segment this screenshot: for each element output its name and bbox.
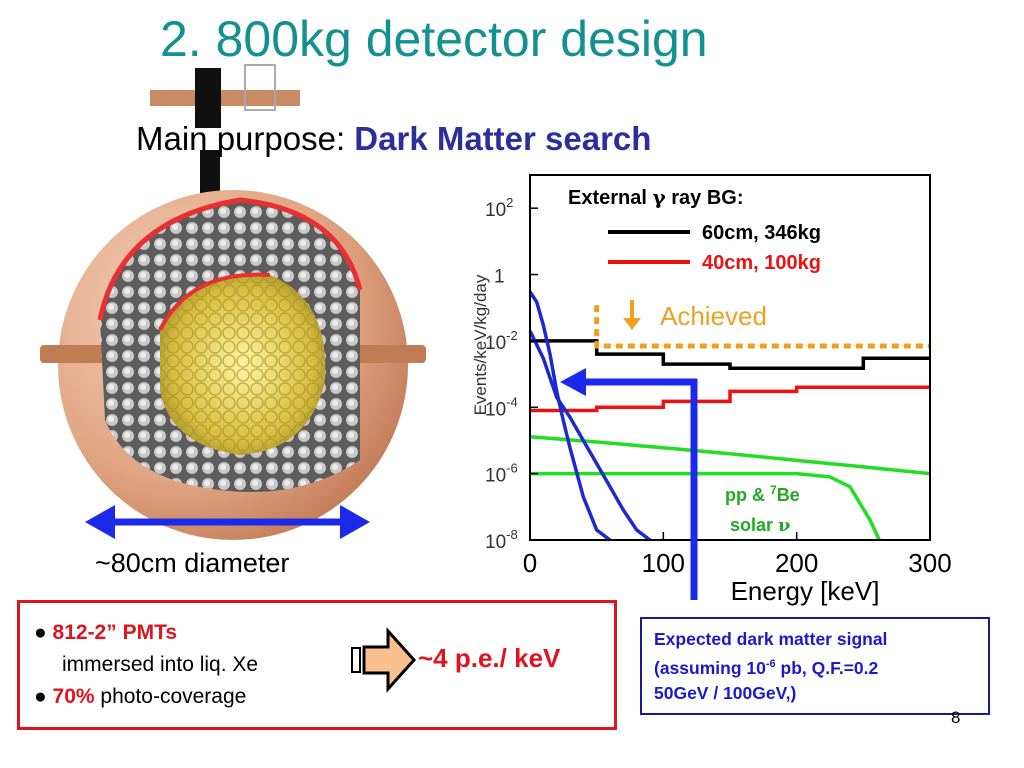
signal-line3: 50GeV / 100GeV,) xyxy=(654,682,797,703)
x-tick-label: 100 xyxy=(642,548,685,578)
page-title: 2. 800kg detector design xyxy=(160,11,708,67)
diameter-label: ~80cm diameter xyxy=(95,548,290,578)
series-line-1 xyxy=(530,385,930,413)
achieved-arrow-icon xyxy=(623,318,641,330)
top-flange xyxy=(150,90,300,106)
series-line-4 xyxy=(530,471,881,541)
y-tick-label: 102 xyxy=(485,195,513,221)
achieved-label: Achieved xyxy=(660,301,767,331)
x-tick-label: 300 xyxy=(908,548,951,578)
x-tick-label: 0 xyxy=(523,548,537,578)
signal-box: Expected dark matter signal (assuming 10… xyxy=(640,617,990,715)
pe-per-kev: ~4 p.e./ keV xyxy=(418,643,561,673)
y-tick-label: 1 xyxy=(494,267,505,288)
bullet-coverage: ● 70% photo-coverage xyxy=(34,685,246,709)
solar-annotation-line1: pp & 7Be xyxy=(725,483,800,505)
y-tick-label: 10-2 xyxy=(485,328,518,354)
pmt-count: 812-2” PMTs xyxy=(52,621,178,644)
bullet-pmts: ● 812-2” PMTs xyxy=(34,621,177,645)
signal-line2: (assuming 10-6 pb, Q.F.=0.2 xyxy=(654,657,879,678)
pmt-immersion-text: immersed into liq. Xe xyxy=(62,653,259,676)
x-tick-label: 200 xyxy=(775,548,818,578)
feedthrough xyxy=(195,68,221,128)
bullet-icon: ● xyxy=(34,685,47,708)
solar-annotation-line2: solar ν xyxy=(730,515,791,536)
signal-line1: Expected dark matter signal xyxy=(654,629,888,649)
pmt-summary-box: ● 812-2” PMTs immersed into liq. Xe ● 70… xyxy=(17,600,617,730)
x-axis-label: Energy [keV] xyxy=(731,576,880,606)
signal-arrowhead-icon xyxy=(560,368,586,396)
series-line-2 xyxy=(594,305,930,349)
series-line-3 xyxy=(529,434,931,476)
y-axis-label: Events/keV/kg/day xyxy=(471,274,490,415)
page-number: 8 xyxy=(951,708,961,727)
legend-title: External γ ray BG: xyxy=(568,185,744,209)
legend-entry-60cm: 60cm, 346kg xyxy=(702,222,821,244)
y-tick-label: 10-4 xyxy=(485,394,518,420)
purpose-highlight: Dark Matter search xyxy=(354,120,652,157)
plot-frame xyxy=(529,174,931,541)
y-tick-label: 10-6 xyxy=(485,461,518,487)
coverage-value: 70% xyxy=(52,685,95,708)
series-line-6 xyxy=(528,330,652,542)
y-tick-label: 10-8 xyxy=(485,527,518,553)
purpose-label: Main purpose: xyxy=(136,120,346,157)
result-arrow-icon xyxy=(351,627,417,693)
background-chart: 102 1 10-2 10-4 10-6 10-8 0 100 200 300 Events/k… xyxy=(471,174,952,606)
main-purpose: Main purpose: Dark Matter search xyxy=(136,120,651,158)
signal-pointer-arrow xyxy=(582,378,698,600)
legend-entry-40cm: 40cm, 100kg xyxy=(702,252,821,274)
bullet-icon: ● xyxy=(34,621,47,644)
coverage-label: photo-coverage xyxy=(100,685,247,708)
series-line-5 xyxy=(528,290,612,542)
detector-illustration xyxy=(40,64,426,540)
